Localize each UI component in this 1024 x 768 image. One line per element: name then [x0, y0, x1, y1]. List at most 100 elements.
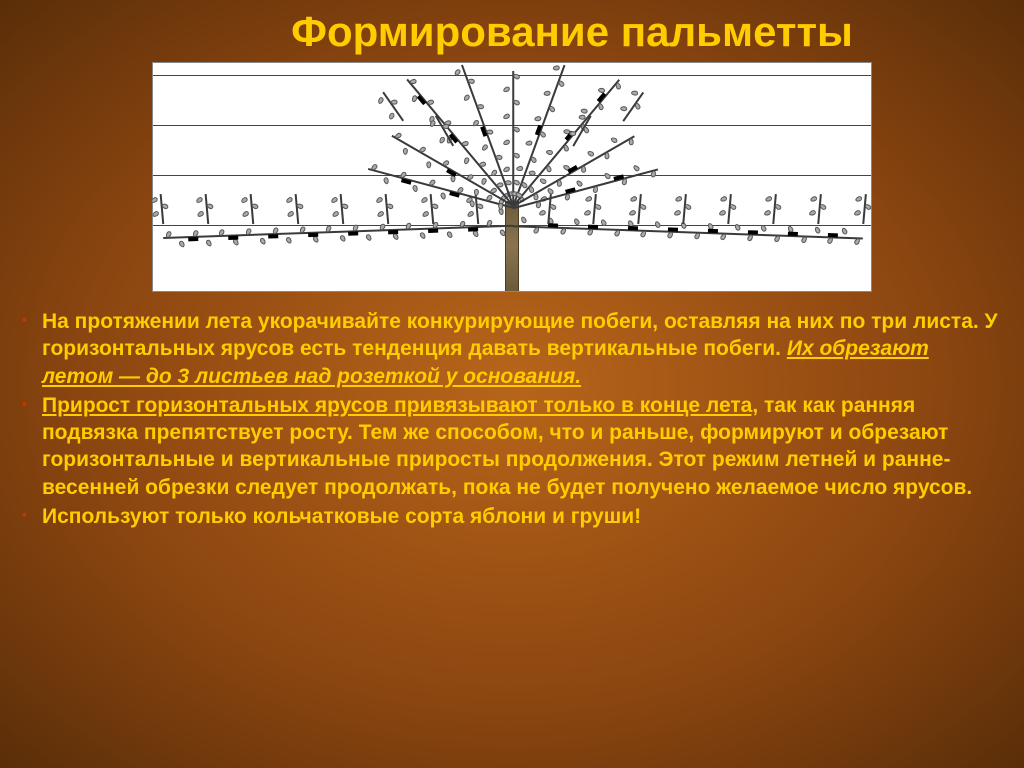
leaf-icon [840, 227, 848, 236]
leaf-icon [442, 159, 451, 167]
cut-mark [228, 236, 238, 240]
leaf-icon [463, 156, 470, 164]
cut-mark [597, 92, 606, 102]
cut-mark [828, 233, 838, 237]
leaf-icon [674, 195, 682, 202]
branch [680, 194, 689, 224]
cut-mark [628, 226, 638, 230]
leaf-icon [240, 196, 249, 204]
leaf-icon [370, 163, 378, 171]
leaf-icon [581, 166, 586, 173]
branch [590, 194, 599, 224]
leaf-icon [573, 217, 581, 226]
leaf-icon [383, 177, 390, 185]
leaf-icon [462, 141, 470, 147]
cut-mark [188, 237, 198, 241]
leaf-icon [583, 209, 591, 216]
leaf-icon [296, 203, 304, 210]
leaf-icon [533, 193, 538, 200]
leaf-icon [502, 86, 511, 94]
leaf-icon [428, 178, 436, 186]
leaf-icon [562, 144, 569, 152]
leaf-icon [628, 209, 636, 216]
leaf-icon [440, 192, 447, 200]
leaf-icon [458, 220, 466, 229]
leaf-icon [150, 196, 159, 204]
leaf-icon [529, 155, 537, 164]
cut-mark [417, 95, 426, 105]
leaf-icon [195, 196, 204, 204]
leaf-icon [809, 195, 817, 202]
branch [510, 71, 516, 206]
cut-mark [268, 234, 278, 238]
leaf-icon [620, 106, 627, 112]
leaf-icon [462, 93, 470, 102]
leaf-icon [405, 222, 413, 231]
leaf-icon [593, 185, 600, 193]
leaf-icon [502, 139, 511, 147]
leaf-icon [218, 228, 226, 237]
leaf-icon [512, 99, 521, 107]
leaf-icon [629, 138, 634, 145]
leaf-icon [584, 195, 592, 202]
cut-mark [748, 230, 758, 234]
leaf-icon [178, 240, 186, 249]
leaf-icon [720, 233, 728, 242]
leaf-icon [653, 220, 661, 229]
leaf-icon [600, 218, 608, 227]
leaf-icon [579, 115, 586, 120]
leaf-icon [634, 102, 641, 110]
leaf-icon [285, 196, 294, 204]
leaf-icon [640, 230, 648, 239]
leaf-icon [546, 149, 554, 155]
leaf-icon [445, 230, 453, 239]
leaf-icon [533, 226, 541, 235]
branch [337, 194, 346, 224]
leaf-icon [394, 132, 403, 140]
leaf-icon [564, 193, 571, 201]
leaf-icon [557, 180, 562, 187]
leaf-icon [330, 196, 339, 204]
leaf-icon [206, 203, 214, 210]
tree-trunk [505, 201, 519, 291]
leaf-icon [764, 195, 772, 202]
leaf-icon [666, 231, 674, 240]
leaf-icon [535, 201, 542, 209]
cut-mark [428, 229, 438, 233]
leaf-icon [165, 230, 173, 239]
leaf-icon [258, 237, 266, 246]
leaf-icon [161, 203, 169, 210]
leaf-icon [151, 210, 160, 218]
branch [202, 194, 211, 224]
leaf-icon [597, 103, 604, 111]
branch [635, 194, 644, 224]
leaf-icon [431, 203, 439, 210]
branch [815, 194, 824, 224]
cut-mark [468, 227, 478, 231]
leaf-icon [684, 203, 693, 211]
leaf-icon [774, 203, 783, 211]
leaf-icon [365, 233, 373, 242]
branch [157, 194, 166, 224]
branch [570, 114, 593, 147]
leaf-icon [814, 226, 822, 235]
leaf-icon [773, 234, 781, 243]
leaf-icon [512, 125, 521, 133]
cut-mark [565, 187, 576, 193]
leaf-icon [476, 203, 484, 210]
cut-mark [401, 178, 412, 184]
leaf-icon [549, 203, 558, 211]
leaf-icon [512, 73, 521, 81]
branch [621, 91, 646, 123]
leaf-icon [516, 166, 524, 172]
leaf-icon [552, 65, 560, 71]
leaf-icon [504, 179, 512, 185]
leaf-icon [800, 235, 808, 244]
leaf-icon [251, 203, 259, 210]
cut-mark [308, 233, 318, 237]
leaf-icon [418, 146, 427, 154]
leaf-icon [808, 209, 816, 216]
leaf-icon [605, 152, 610, 159]
leaf-icon [631, 90, 638, 96]
leaf-icon [403, 148, 408, 155]
